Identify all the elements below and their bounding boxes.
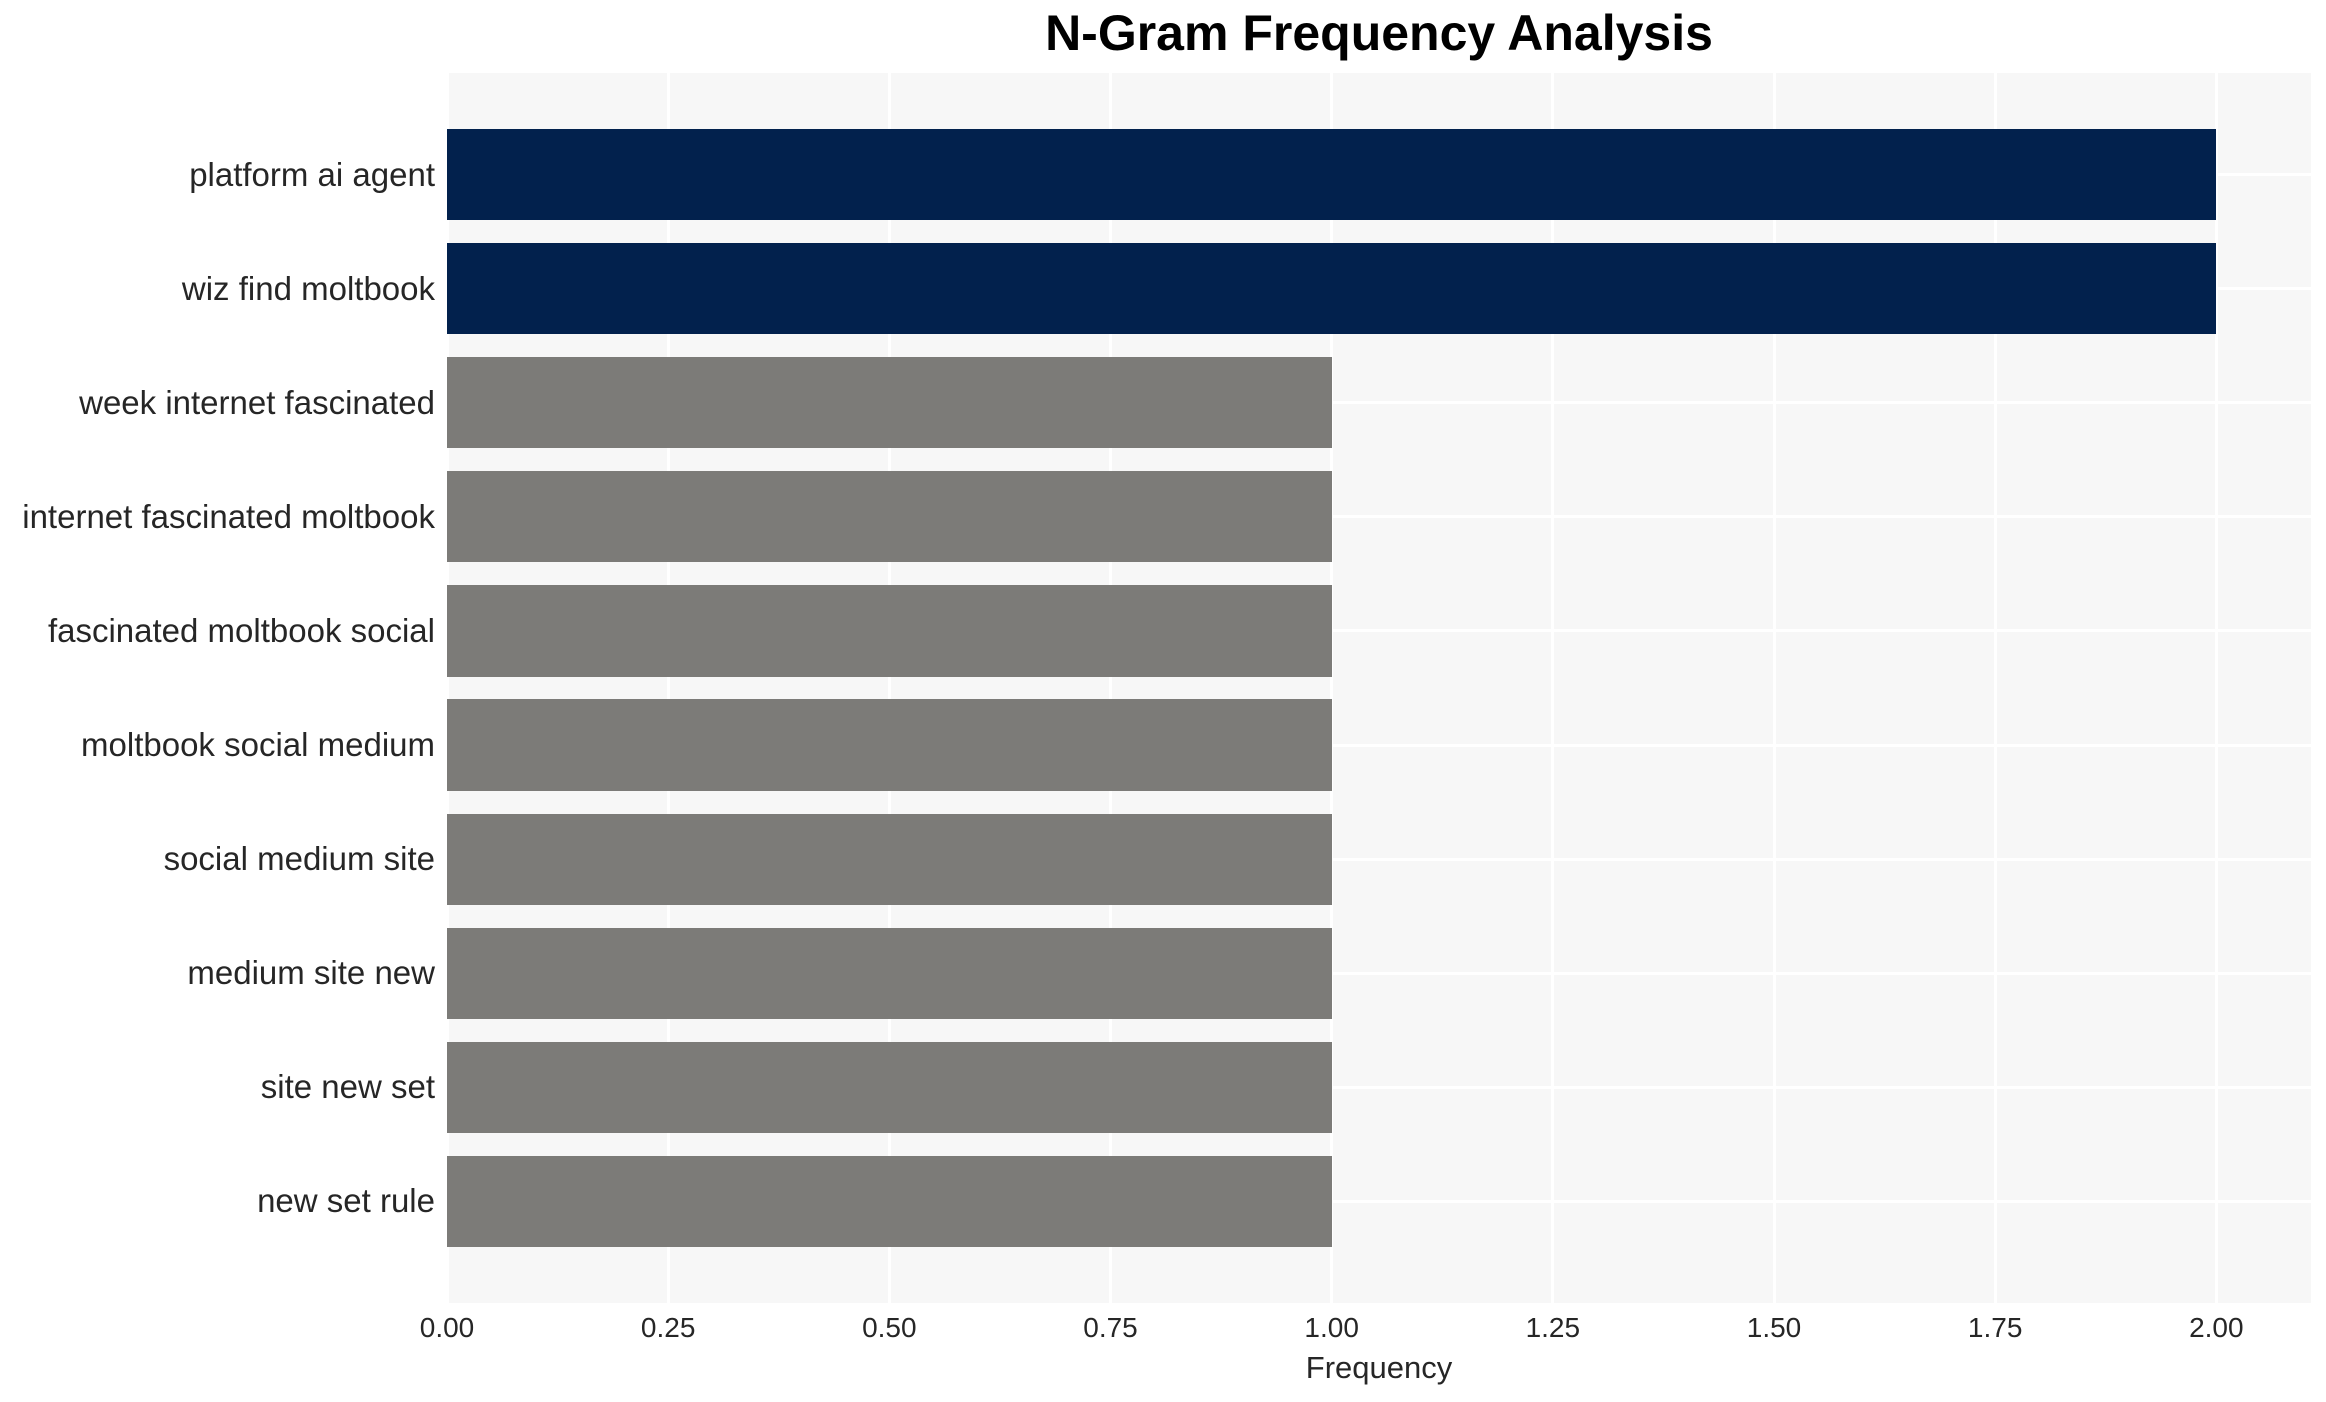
gridline-horizontal (447, 515, 2311, 519)
y-tick-label: internet fascinated moltbook (22, 497, 435, 535)
gridline-vertical (1330, 73, 1334, 1303)
gridline-vertical (1109, 73, 1112, 1303)
bar (447, 357, 1332, 449)
bar (447, 1041, 1332, 1133)
x-tick-label: 1.25 (1525, 1312, 1581, 1343)
gridline-vertical (1993, 73, 1997, 1303)
bar (447, 927, 1332, 1019)
gridline-horizontal (447, 743, 2311, 747)
y-tick-label: platform ai agent (189, 155, 435, 193)
x-tick-label: 1.00 (1304, 1312, 1359, 1343)
gridline-vertical (887, 73, 891, 1303)
x-tick-label: 0.75 (1083, 1312, 1138, 1343)
x-tick-label: 2.00 (2189, 1312, 2244, 1343)
y-tick-label: moltbook social medium (81, 726, 435, 764)
x-tick-label: 1.50 (1746, 1312, 1802, 1343)
gridline-horizontal (447, 629, 2311, 633)
gridline-vertical (1772, 73, 1776, 1303)
plot-area (447, 73, 2311, 1303)
gridline-vertical (666, 73, 670, 1303)
x-tick-label: 1.75 (1967, 1312, 2023, 1343)
y-tick-label: site new set (260, 1068, 435, 1106)
bar (447, 471, 1332, 563)
gridline-vertical (447, 73, 449, 1303)
gridline-horizontal (447, 857, 2311, 861)
x-tick-label: 0.00 (419, 1312, 475, 1343)
chart-title: N-Gram Frequency Analysis (1045, 5, 1713, 61)
y-tick-label: fascinated moltbook social (47, 611, 435, 649)
gridline-horizontal (447, 1085, 2311, 1089)
x-tick-label: 0.25 (640, 1312, 696, 1343)
bar (447, 813, 1332, 905)
y-tick-label: wiz find moltbook (181, 269, 435, 307)
y-tick-label: week internet fascinated (79, 383, 435, 421)
bar (447, 699, 1332, 791)
y-tick-label: social medium site (163, 840, 435, 878)
gridline-vertical (2214, 73, 2218, 1303)
gridline-horizontal (447, 401, 2311, 405)
bar (447, 585, 1332, 677)
gridline-horizontal (447, 1199, 2311, 1203)
x-tick-label: 0.50 (862, 1312, 917, 1343)
y-tick-label: new set rule (257, 1182, 435, 1220)
bar (447, 1155, 1332, 1248)
y-tick-label: medium site new (187, 954, 435, 992)
bar (447, 243, 2217, 335)
gridline-vertical (1551, 73, 1555, 1303)
x-axis-label: Frequency (1305, 1350, 1453, 1385)
bar (447, 128, 2217, 221)
gridline-horizontal (447, 971, 2311, 975)
